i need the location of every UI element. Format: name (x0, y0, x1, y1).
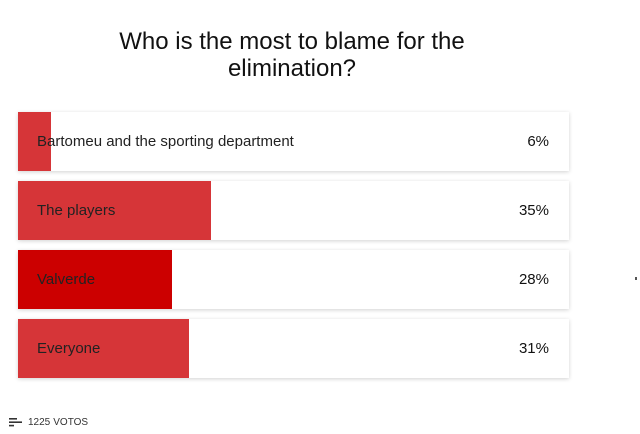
poll-option-percent: 6% (527, 133, 549, 150)
poll-option-fill (18, 112, 52, 171)
poll-option-valverde[interactable]: Valverde 28% (18, 250, 569, 309)
poll-option-fill (18, 250, 173, 309)
poll-option-label: The players (37, 202, 116, 219)
vote-count-number: 1225 (28, 416, 51, 428)
poll-option-fill (18, 319, 189, 378)
poll-option-label: Bartomeu and the sporting department (37, 133, 294, 150)
poll-option-players[interactable]: The players 35% (18, 181, 569, 240)
vote-count: 1225 VOTOS (9, 414, 88, 430)
poll-option-everyone[interactable]: Everyone 31% (18, 319, 569, 378)
vote-count-label: VOTOS (53, 416, 89, 428)
poll-options: Bartomeu and the sporting department 6% … (18, 112, 569, 388)
poll-question: Who is the most to blame for the elimina… (119, 28, 465, 82)
poll-option-fill (18, 181, 211, 240)
poll-option-bartomeu[interactable]: Bartomeu and the sporting department 6% (18, 112, 569, 171)
poll-option-label: Everyone (37, 340, 101, 357)
poll-option-percent: 28% (518, 271, 549, 288)
edge-mark (635, 277, 637, 280)
poll-option-label: Valverde (37, 271, 96, 288)
bar-list-icon (9, 418, 22, 427)
poll-option-percent: 35% (518, 202, 549, 219)
poll-option-percent: 31% (518, 340, 549, 357)
